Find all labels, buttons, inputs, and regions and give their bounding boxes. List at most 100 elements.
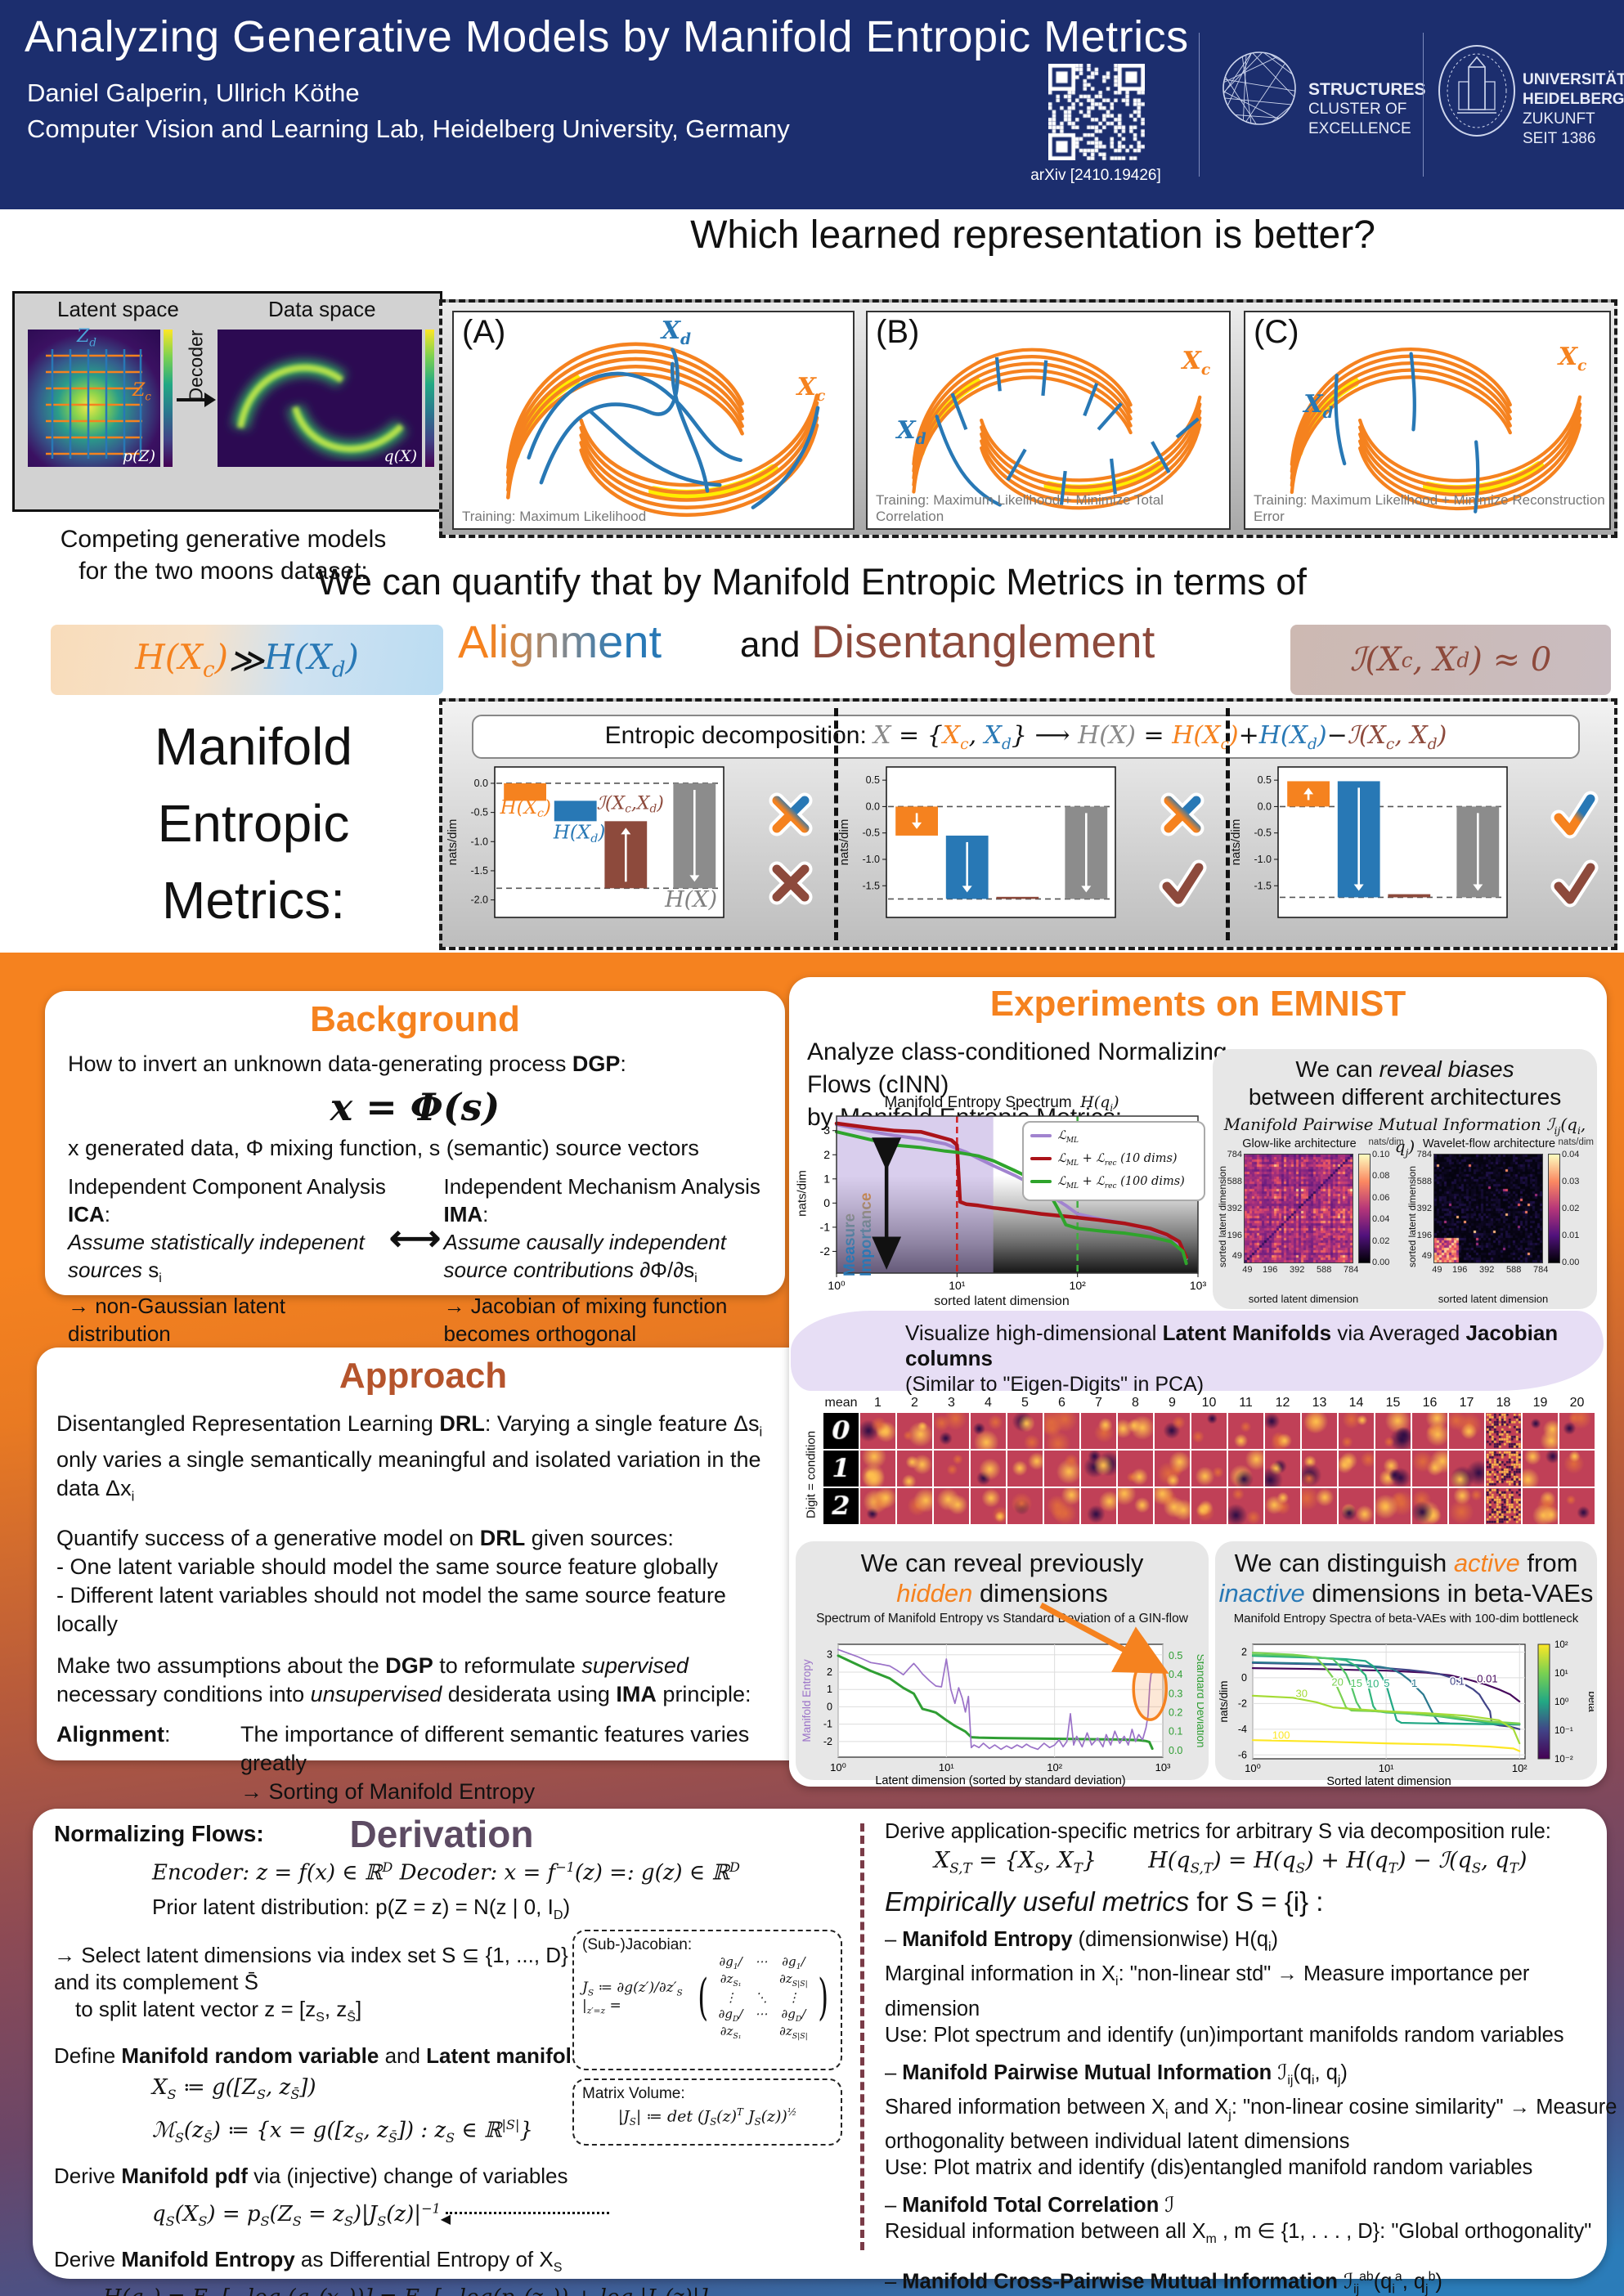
xc-label: Xc (1182, 347, 1211, 379)
svg-text:10⁰: 10⁰ (1554, 1697, 1569, 1707)
disentanglement-label: Disentanglement (811, 616, 1155, 667)
svg-text:10¹: 10¹ (1554, 1669, 1568, 1679)
svg-text:-1.0: -1.0 (1254, 854, 1272, 865)
svg-text:10⁰: 10⁰ (828, 1279, 846, 1292)
svg-text:10²: 10² (1554, 1640, 1568, 1650)
svg-text:0.5: 0.5 (866, 774, 880, 786)
quantify-heading: We can quantify that by Manifold Entropi… (317, 561, 1307, 603)
jacobian-cell (1523, 1413, 1558, 1449)
heatmap-colorbar (1358, 1154, 1371, 1263)
gin-svg: 3 2 1 0 -1 -2 0.0 0.1 0.2 0.3 0.4 0.5 10⁰ 10¹ 10² 10³ La… (801, 1644, 1204, 1787)
jacobian-cell (1449, 1413, 1484, 1449)
svg-text:-6: -6 (1238, 1749, 1247, 1760)
svg-text:3: 3 (827, 1649, 832, 1661)
box-title-emnist: Experiments on EMNIST (989, 984, 1406, 1024)
svg-text:H(Xc): H(Xc) (500, 797, 551, 820)
svg-text:20: 20 (1331, 1675, 1343, 1688)
cross-icon (1160, 792, 1205, 836)
svg-text:2: 2 (823, 1148, 830, 1161)
jacobian-cell (1191, 1451, 1227, 1487)
svg-text:5: 5 (1384, 1677, 1389, 1689)
svg-text:100: 100 (1272, 1729, 1290, 1742)
header: Analyzing Generative Models by Manifold … (0, 0, 1624, 209)
jacobian-cell (1339, 1451, 1374, 1487)
latent-space-image: Zd Zc p(Z) (28, 326, 160, 467)
jacobian-cell (1044, 1451, 1079, 1487)
svg-text:0.2: 0.2 (1169, 1706, 1182, 1718)
mean-digit-cell (823, 1451, 859, 1487)
derivation-separator (860, 1823, 864, 2250)
svg-text:10³: 10³ (1190, 1279, 1207, 1292)
spectrum-ylabel: nats/dim (795, 1170, 810, 1217)
jacobian-cell (1449, 1488, 1484, 1524)
svg-text:0.5: 0.5 (1169, 1650, 1182, 1661)
metrics-heading: Manifold Entropic Metrics: (155, 717, 352, 930)
metric-bullet-head: – Manifold Entropy (dimensionwise) H(qi) (885, 1928, 1279, 1955)
arxiv-label: arXiv [2410.19426] (1030, 167, 1161, 184)
jacobian-cell (1302, 1451, 1337, 1487)
jacobian-cell (1228, 1413, 1263, 1449)
background-box: Background How to invert an unknown data… (45, 991, 785, 1374)
jacobian-cell (934, 1413, 969, 1449)
decomp-chart-a: 0.0 -0.5 -1.0 -1.5 -2.0 nats/dim H(Xc) H(Xd) ℐ(X… (444, 760, 835, 947)
colorbar (164, 330, 173, 467)
jacobian-cell (971, 1488, 1006, 1524)
glow-heatmap: Glow-like architecture nats/dim 0.10 0.08 0.… (1217, 1137, 1404, 1305)
svg-text:0.5: 0.5 (1258, 774, 1272, 786)
xc-label: Xc (1558, 342, 1587, 374)
svg-text:-1: -1 (820, 1220, 831, 1233)
pz-label: p(Z) (122, 447, 155, 465)
svg-text:Manifold Entropy: Manifold Entropy (801, 1659, 813, 1742)
structures-logo-icon (1222, 52, 1296, 125)
panel-separator (1226, 708, 1230, 940)
svg-text:ℐ(Xc,Xd): ℐ(Xc,Xd) (597, 793, 664, 815)
metric-bullet-line: Use: Plot spectrum and identify (un)impo… (885, 2023, 1564, 2047)
latent-grid (46, 349, 142, 459)
qx-label: q(X) (384, 447, 417, 465)
dgp-line: How to invert an unknown data-generating… (68, 1052, 626, 1076)
measure-importance-label: Measure (841, 1154, 859, 1276)
zd-label: Zd (77, 326, 97, 350)
metric-bullet-head: – Manifold Pairwise Mutual Information ℐ… (885, 2061, 1348, 2087)
svg-text:beta: beta (1586, 1691, 1594, 1712)
svg-text:10¹: 10¹ (1379, 1762, 1394, 1774)
spectrum-xlabel: sorted latent dimension (934, 1294, 1070, 1308)
model-panel-a: (A) Xd Xc Training: Maximum Likelihood (452, 311, 855, 530)
svg-text:15: 15 (1350, 1677, 1362, 1689)
drl-paragraph: Disentangled Representation Learning DRL… (56, 1411, 763, 1505)
svg-text:3: 3 (823, 1123, 830, 1137)
approach-box: Approach Disentangled Representation Lea… (37, 1348, 810, 1958)
xd-label: Xd (661, 316, 692, 349)
svg-text:0: 0 (827, 1701, 832, 1712)
metric-bullet-head: – Manifold Total Correlation ℐ (885, 2193, 1175, 2217)
xd-label: Xd (896, 415, 926, 448)
emnist-box: Experiments on EMNIST Analyze class-cond… (789, 977, 1607, 1788)
heatmap-colorbar (1548, 1154, 1560, 1263)
quantify-paragraph: Quantify success of a generative model o… (56, 1525, 726, 1636)
svg-text:-1.5: -1.5 (1254, 880, 1272, 891)
jacobian-cell (1007, 1451, 1043, 1487)
jacobian-cell (934, 1451, 969, 1487)
svg-text:0: 0 (823, 1196, 830, 1209)
svg-text:10: 10 (1367, 1678, 1379, 1690)
entropy-inequality-badge: H(Xc) ≫ H(Xd) (51, 625, 443, 695)
svg-text:nats/dim: nats/dim (1218, 1680, 1230, 1722)
svg-text:H(X): H(X) (664, 887, 717, 913)
jacobian-cell (897, 1413, 932, 1449)
panel-separator (834, 708, 838, 940)
svg-text:0.01: 0.01 (1477, 1672, 1497, 1684)
jacobian-cell (1339, 1413, 1374, 1449)
metric-bullet-line: Residual information between all Xm , m … (885, 2219, 1592, 2246)
ima-column: Independent Mechanism Analysis IMA: Assume… (443, 1174, 760, 1347)
cross-icon (769, 792, 813, 836)
svg-text:10⁰: 10⁰ (830, 1761, 846, 1774)
svg-text:-2: -2 (823, 1736, 832, 1747)
entropy-spectrum-chart: 3 2 1 0 -1 -2 10⁰ 10¹ 10² 10³ Manifold Entropy Spe… (794, 1090, 1209, 1309)
metric-bullet-line: Use: Plot matrix and identify (dis)entan… (885, 2155, 1533, 2179)
svg-text:10²: 10² (1512, 1762, 1528, 1774)
svg-text:2: 2 (827, 1666, 832, 1678)
and-label: and (740, 625, 801, 665)
svg-text:0.0: 0.0 (1258, 800, 1272, 812)
two-moons-figure: Latent space Data space Zd Zc p(Z) (12, 291, 442, 512)
jacobian-cell (1155, 1413, 1190, 1449)
